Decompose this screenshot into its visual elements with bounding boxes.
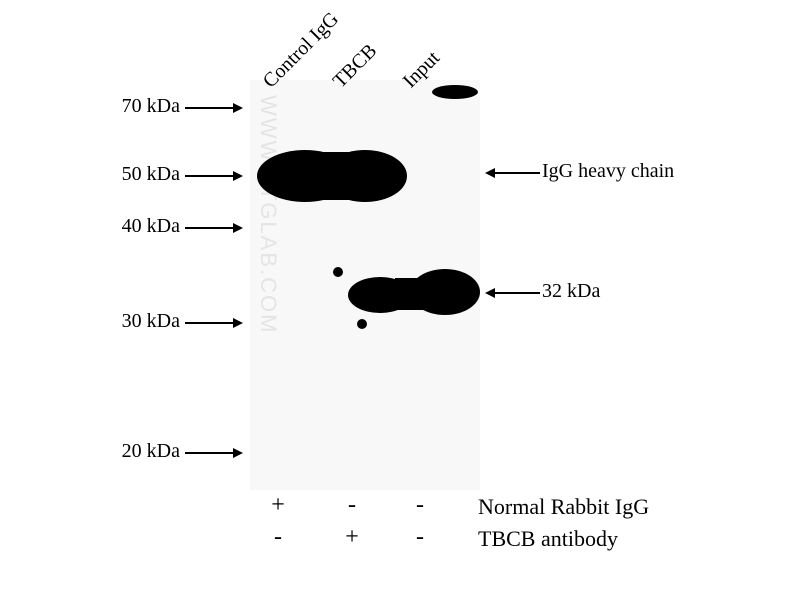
right-label-igg: IgG heavy chain: [542, 160, 674, 183]
arrow-left-icon: [485, 283, 540, 303]
arrow-right-icon: [185, 443, 245, 463]
mw-label-30: 30 kDa: [90, 310, 180, 333]
sign: +: [337, 524, 367, 551]
sign: -: [263, 524, 293, 551]
figure-container: WWW.PTGLAB.COM 70 kDa 50 kDa 40 kDa 30 k…: [0, 0, 800, 600]
arrow-right-icon: [185, 313, 245, 333]
arrow-right-icon: [185, 166, 245, 186]
sign: -: [405, 492, 435, 519]
bands-svg: [250, 80, 480, 490]
sign: -: [405, 524, 435, 551]
arrow-right-icon: [185, 98, 245, 118]
arrow-left-icon: [485, 163, 540, 183]
right-label-32: 32 kDa: [542, 280, 600, 303]
sign: +: [263, 492, 293, 519]
treatment-label-normal-igg: Normal Rabbit IgG: [478, 494, 649, 520]
arrow-right-icon: [185, 218, 245, 238]
mw-label-40: 40 kDa: [90, 215, 180, 238]
treatment-label-tbcb-antibody: TBCB antibody: [478, 526, 618, 552]
mw-label-20: 20 kDa: [90, 440, 180, 463]
mw-label-50: 50 kDa: [90, 163, 180, 186]
mw-label-70: 70 kDa: [90, 95, 180, 118]
sign: -: [337, 492, 367, 519]
